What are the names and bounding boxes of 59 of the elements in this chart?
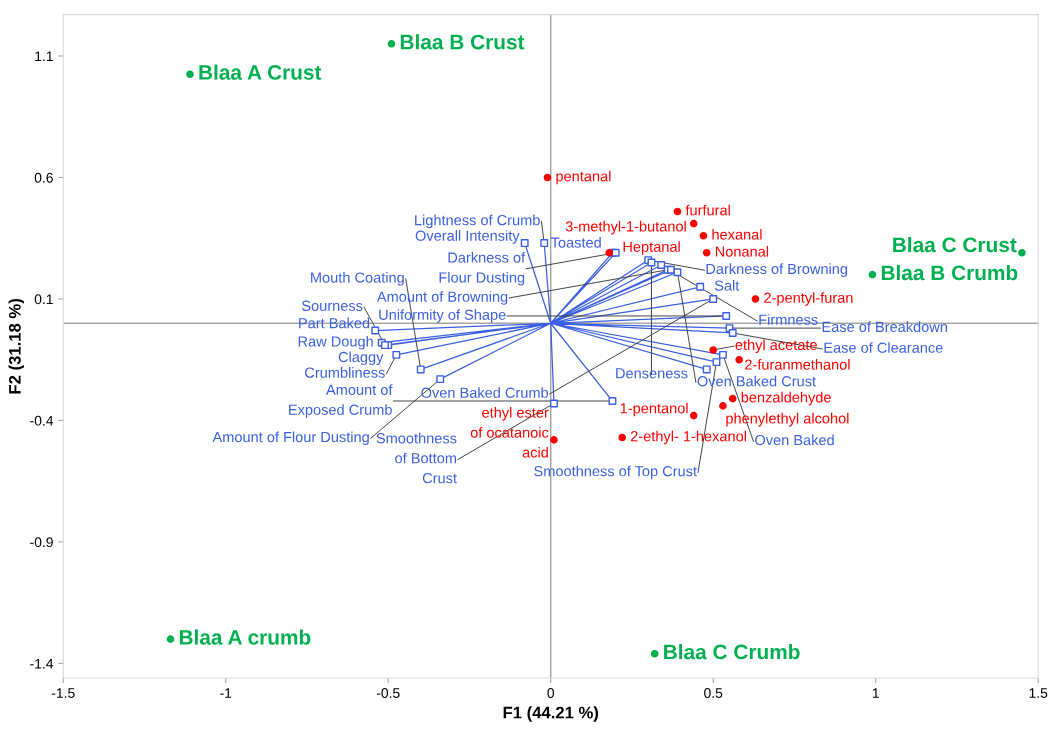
annotation: Sourness — [302, 300, 363, 311]
annotation: Salt — [714, 280, 740, 291]
annotation: ethyl ester of ocatanoic acid — [470, 407, 549, 458]
x-tick-label: 1 — [872, 688, 879, 698]
annotation: benzaldehyde — [741, 391, 831, 406]
annotation: Oven Baked Crumb — [421, 387, 549, 398]
annotation: Amount of Browning — [376, 291, 508, 305]
annotation: furfural — [685, 204, 730, 216]
annotation: pentanal — [556, 170, 611, 185]
y-tick-label: 0.1 — [34, 294, 53, 305]
annotation: Blaa B Crust — [400, 34, 525, 50]
annotation: Blaa B Crumb — [881, 264, 1018, 281]
y-tick-label: 1.1 — [35, 51, 53, 61]
annotation: phenylethyl alcohol — [726, 412, 849, 427]
annotation: Denseness — [616, 368, 688, 379]
annotation: Oven Baked — [755, 434, 834, 446]
annotation: Darkness of Browning — [706, 263, 848, 277]
annotation: Toasted — [551, 236, 601, 248]
annotation: Smoothness of Bottom Crust — [376, 432, 457, 484]
annotation: 1-pentanol — [620, 402, 688, 417]
annotation: Darkness of Flour Dusting — [439, 252, 526, 286]
annotation: Mouth Coating — [311, 272, 404, 286]
annotation: Blaa C Crumb — [664, 644, 800, 660]
annotation: Amount of Flour Dusting — [212, 431, 369, 446]
y-tick-label: -0.4 — [30, 415, 54, 426]
annotation: Part Baked — [299, 317, 370, 329]
annotation: Uniformity of Shape — [379, 309, 506, 323]
annotation: Blaa A crumb — [179, 629, 311, 645]
annotation: hexanal — [712, 228, 762, 240]
annotation: Blaa A Crust — [199, 64, 322, 80]
annotation: Overall Intensity — [415, 230, 520, 244]
annotation: Blaa C Crust — [893, 236, 1017, 253]
y-tick-label: -1.4 — [30, 658, 54, 669]
annotation: Firmness — [759, 314, 818, 325]
annotation: Claggy — [338, 351, 384, 366]
annotation: Ease of Clearance — [824, 342, 943, 353]
annotation: 3-methyl-1-butanol — [565, 220, 686, 235]
annotation: Heptanal — [623, 241, 680, 255]
x-axis-title: F1 (44.21 %) — [503, 706, 599, 722]
annotation: 2-ethyl- 1-hexanol — [630, 430, 746, 445]
annotation: Raw Dough — [298, 335, 373, 350]
y-tick-label: -0.9 — [30, 537, 53, 548]
x-tick-label: -0.5 — [376, 688, 400, 698]
x-tick-label: 0.5 — [704, 688, 723, 698]
x-tick-label: 0 — [547, 688, 555, 698]
annotation: Oven Baked Crust — [697, 375, 816, 387]
annotation: Ease of Breakdown — [822, 321, 947, 333]
annotation: Nonanal — [715, 245, 769, 257]
annotation: 2-furanmethanol — [745, 359, 850, 370]
x-tick-label: 1.5 — [1029, 688, 1048, 698]
y-tick-label: 0.6 — [34, 172, 53, 183]
annotation: Crumbliness — [305, 367, 385, 378]
x-tick-label: -1 — [220, 688, 232, 698]
x-tick-label: -1.5 — [51, 688, 75, 698]
annotation: Smoothness of Top Crust — [534, 465, 697, 480]
y-axis-title: F2 (31.18 %) — [8, 299, 25, 394]
annotation: Lightness of Crumb — [415, 214, 540, 229]
annotation: 2-pentyl-furan — [764, 292, 853, 306]
annotation: Amount of Exposed Crumb — [289, 384, 393, 418]
